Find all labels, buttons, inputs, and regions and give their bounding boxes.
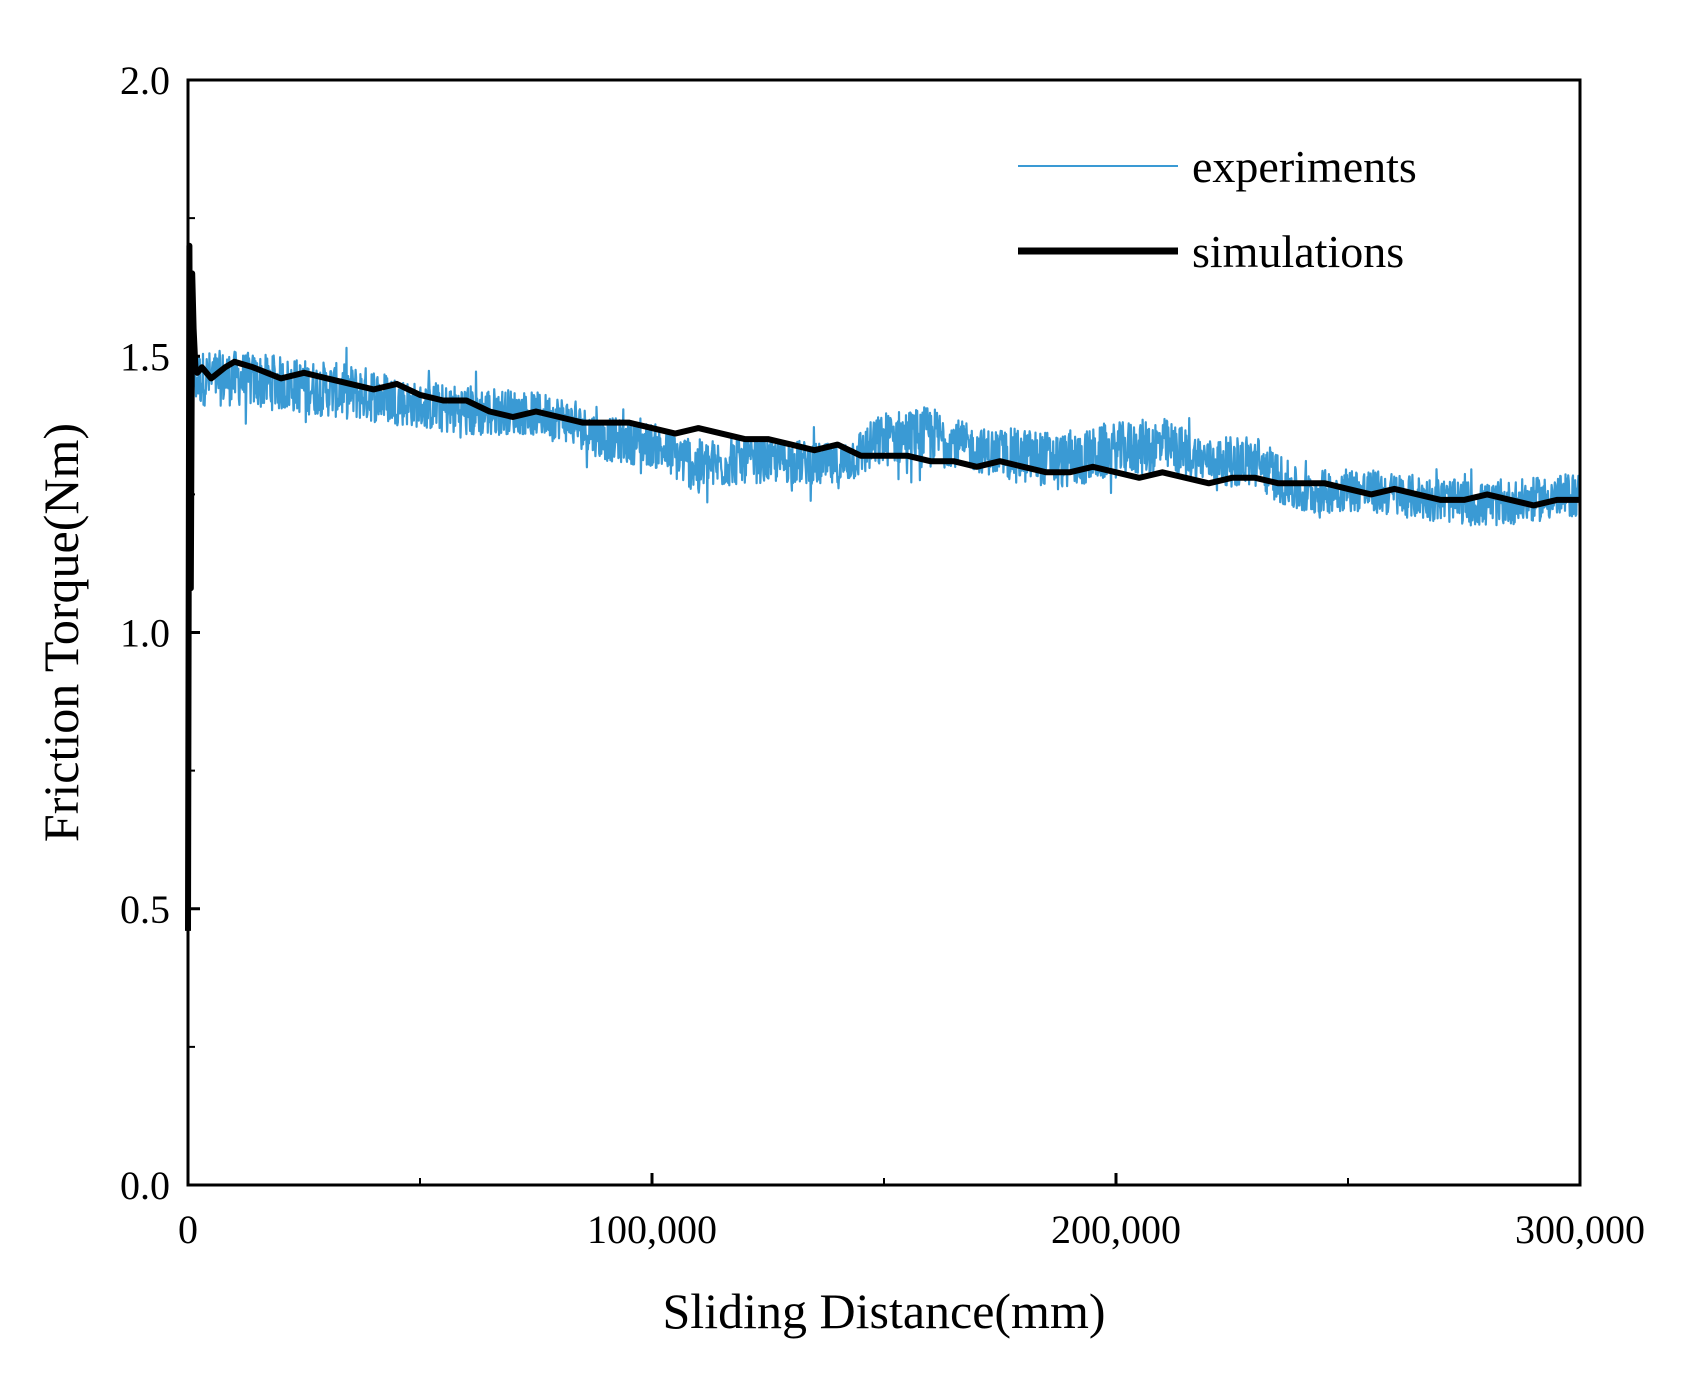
legend-label-simulations: simulations [1192, 226, 1404, 277]
y-tick-label: 0.0 [120, 1163, 170, 1208]
x-tick-label: 300,000 [1515, 1207, 1645, 1252]
ticks-layer: 0 100,000 200,000 300,000 0.0 0.5 1.0 1.5 2.0 [120, 58, 1645, 1252]
x-tick-label: 0 [178, 1207, 198, 1252]
y-tick-label: 2.0 [120, 58, 170, 103]
x-axis-title: Sliding Distance(mm) [663, 1283, 1106, 1339]
y-tick-label: 0.5 [120, 887, 170, 932]
legend: experiments simulations [1018, 141, 1417, 277]
x-tick-label: 200,000 [1051, 1207, 1181, 1252]
y-tick-label: 1.5 [120, 334, 170, 379]
y-axis-title: Friction Torque(Nm) [33, 423, 89, 842]
legend-label-experiments: experiments [1192, 141, 1417, 192]
x-tick-label: 100,000 [587, 1207, 717, 1252]
series-line-simulations [185, 242, 1580, 931]
series-layer [185, 242, 1582, 931]
y-tick-label: 1.0 [120, 611, 170, 656]
